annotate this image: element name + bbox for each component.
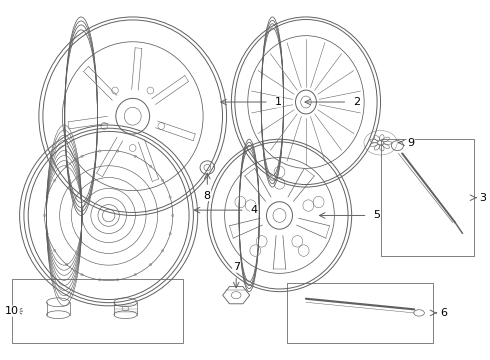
Text: 2: 2 xyxy=(353,97,360,107)
Bar xyxy=(381,139,474,256)
Text: 5: 5 xyxy=(373,211,380,220)
Bar xyxy=(12,279,183,343)
Bar xyxy=(287,283,434,343)
Text: 1: 1 xyxy=(275,97,282,107)
Text: 3: 3 xyxy=(479,193,486,203)
Text: 10: 10 xyxy=(5,306,19,316)
Text: 7: 7 xyxy=(233,262,240,272)
Text: 4: 4 xyxy=(250,205,258,215)
Text: 9: 9 xyxy=(407,138,414,148)
Text: 6: 6 xyxy=(441,308,448,318)
Text: 8: 8 xyxy=(204,191,211,201)
